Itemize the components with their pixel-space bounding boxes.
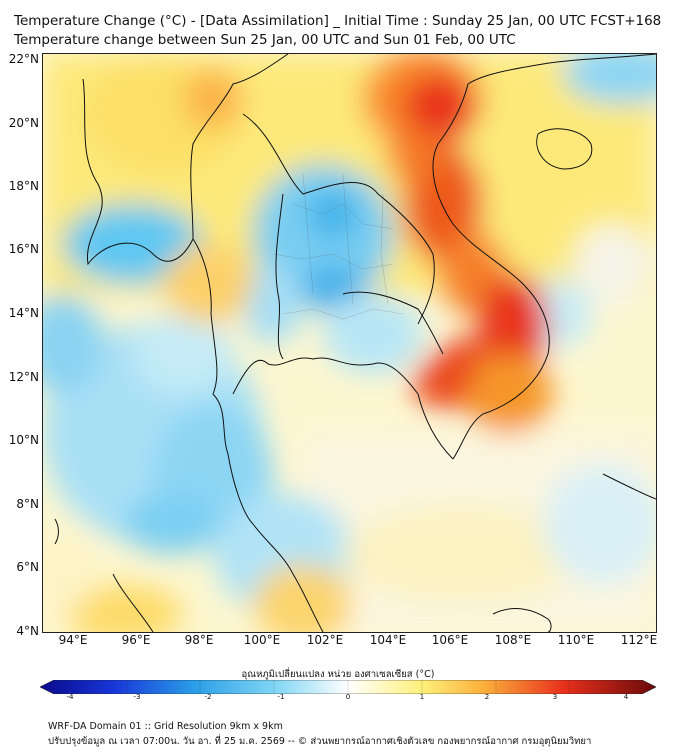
colorbar-tick: -2 xyxy=(204,693,212,701)
lon-label: 112°E xyxy=(620,633,658,647)
colorbar-tick: -4 xyxy=(66,693,74,701)
colorbar xyxy=(39,679,657,695)
lon-label: 98°E xyxy=(184,633,214,647)
colorbar-tick: 3 xyxy=(552,693,558,701)
colorbar-tick: 1 xyxy=(419,693,425,701)
temperature-map xyxy=(42,53,657,633)
colorbar-tick: -3 xyxy=(133,693,141,701)
lon-label: 96°E xyxy=(121,633,151,647)
colorbar-tick: 0 xyxy=(345,693,351,701)
lat-label: 20°N xyxy=(8,116,39,130)
admin-borders xyxy=(272,173,404,320)
lat-label: 6°N xyxy=(16,560,39,574)
lat-label: 8°N xyxy=(16,497,39,511)
colorbar-tick: 2 xyxy=(484,693,490,701)
lat-label: 14°N xyxy=(8,306,39,320)
lon-label: 104°E xyxy=(369,633,407,647)
footer: WRF-DA Domain 01 :: Grid Resolution 9km … xyxy=(48,719,591,749)
colorbar-tick: 4 xyxy=(623,693,629,701)
lon-label: 94°E xyxy=(58,633,88,647)
title-line-2: Temperature change between Sun 25 Jan, 0… xyxy=(14,32,516,48)
lat-label: 4°N xyxy=(16,624,39,638)
lon-label: 108°E xyxy=(494,633,532,647)
lon-label: 106°E xyxy=(431,633,469,647)
lat-label: 12°N xyxy=(8,370,39,384)
lat-label: 22°N xyxy=(8,52,39,66)
lon-label: 110°E xyxy=(557,633,595,647)
lat-label: 10°N xyxy=(8,433,39,447)
map-title: Temperature Change (°C) - [Data Assimila… xyxy=(14,12,661,50)
coastlines xyxy=(54,54,656,632)
colorbar-tick: -1 xyxy=(277,693,285,701)
lat-label: 18°N xyxy=(8,179,39,193)
footer-line-1: WRF-DA Domain 01 :: Grid Resolution 9km … xyxy=(48,721,283,732)
footer-line-2: ปรับปรุงข้อมูล ณ เวลา 07:00น. วัน อา. ที… xyxy=(48,736,592,747)
title-line-1: Temperature Change (°C) - [Data Assimila… xyxy=(14,13,662,29)
lon-label: 100°E xyxy=(243,633,281,647)
colorbar-title: อุณหภูมิเปลี่ยนแปลง หน่วย องศาเซลเซียส (… xyxy=(241,669,435,680)
temperature-field xyxy=(43,54,656,632)
lat-label: 16°N xyxy=(8,242,39,256)
lon-label: 102°E xyxy=(306,633,344,647)
